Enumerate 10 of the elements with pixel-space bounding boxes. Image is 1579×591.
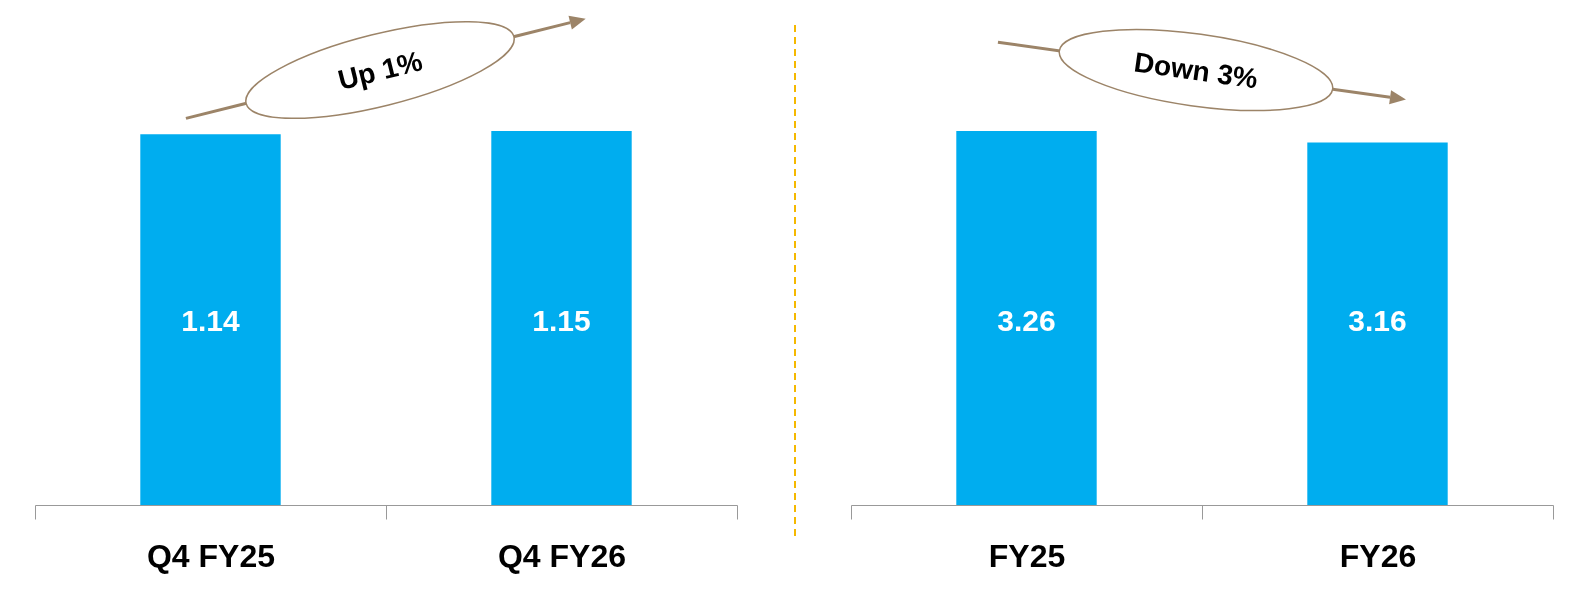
x-tick-label: Q4 FY26 <box>497 537 627 574</box>
data-label: 3.16 <box>1348 304 1407 337</box>
data-label: 3.26 <box>997 304 1056 337</box>
data-label: 1.14 <box>181 304 241 337</box>
x-tick-label: FY26 <box>1339 537 1417 574</box>
x-tick-label: FY25 <box>988 537 1066 574</box>
x-tick-label: Q4 FY25 <box>146 537 276 574</box>
data-label: 1.15 <box>532 304 591 337</box>
text: Up 1% <box>334 45 426 96</box>
text: Down 3% <box>1132 46 1260 95</box>
